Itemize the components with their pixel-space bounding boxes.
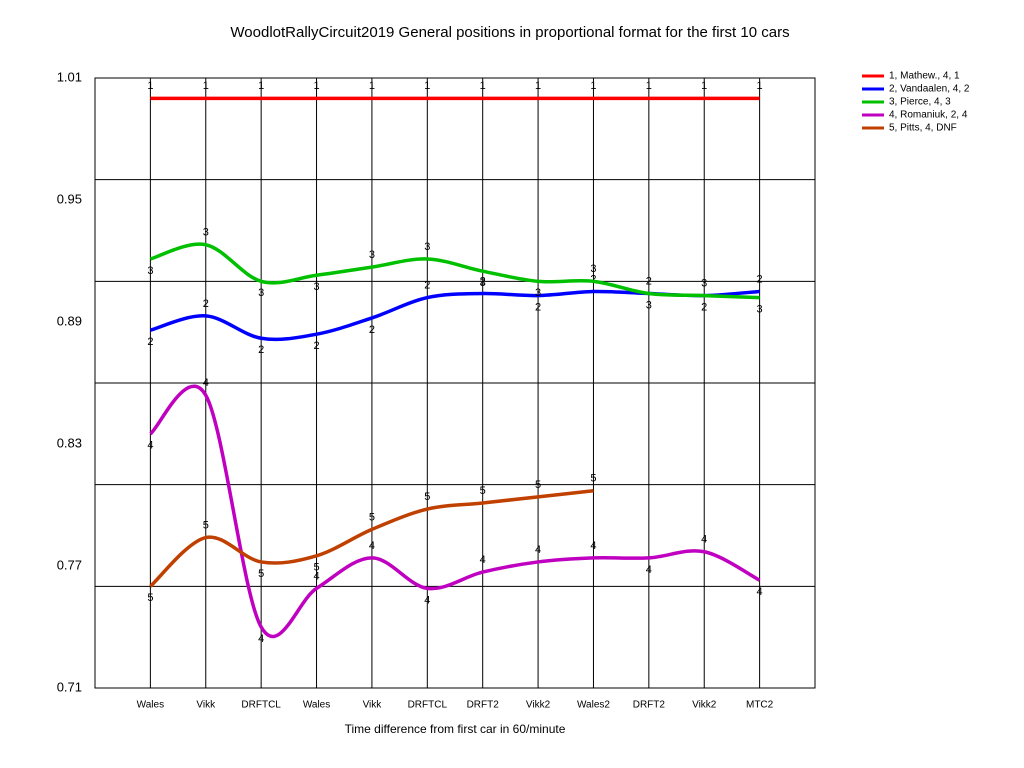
point-label: 3 (701, 277, 707, 289)
point-label: 1 (424, 80, 430, 92)
point-label: 4 (480, 554, 486, 566)
series-line (149, 289, 760, 342)
point-label: 3 (147, 265, 153, 277)
y-tick-label: 0.89 (57, 313, 82, 328)
point-label: 1 (258, 80, 264, 92)
point-label: 3 (369, 249, 375, 261)
point-label: 4 (646, 564, 652, 576)
point-label: 2 (369, 324, 375, 336)
point-label: 2 (480, 275, 486, 287)
point-label: 2 (646, 275, 652, 287)
point-label: 3 (424, 241, 430, 253)
point-label: 4 (203, 377, 209, 389)
point-label: 1 (701, 80, 707, 92)
x-tick-label: DRFT2 (467, 700, 500, 711)
y-tick-label: 0.83 (57, 435, 82, 450)
point-label: 5 (313, 562, 319, 574)
x-tick-label: DRFTCL (408, 700, 448, 711)
point-label: 5 (424, 491, 430, 503)
point-label: 3 (203, 227, 209, 239)
point-label: 2 (424, 280, 430, 292)
point-label: 5 (369, 511, 375, 523)
point-label: 3 (480, 277, 486, 289)
x-tick-label: MTC2 (746, 700, 774, 711)
point-label: 1 (480, 80, 486, 92)
point-label: 3 (535, 287, 541, 299)
point-label: 2 (701, 301, 707, 313)
series-line (149, 489, 594, 588)
series-line (149, 384, 761, 639)
point-label: 4 (590, 540, 596, 552)
point-label: 2 (313, 340, 319, 352)
point-label: 1 (147, 80, 153, 92)
point-label: 4 (757, 586, 763, 598)
y-tick-label: 0.95 (57, 191, 82, 206)
y-tick-label: 0.77 (57, 557, 82, 572)
legend-label: 2, Vandaalen, 4, 2 (889, 84, 970, 95)
point-label: 2 (535, 301, 541, 313)
point-label: 1 (313, 80, 319, 92)
point-label: 3 (590, 263, 596, 275)
x-tick-label: Vikk (196, 700, 216, 711)
series-line (149, 242, 760, 300)
point-label: 2 (203, 298, 209, 310)
x-tick-label: Wales2 (577, 700, 610, 711)
x-tick-label: Vikk2 (526, 700, 551, 711)
point-label: 5 (258, 568, 264, 580)
x-tick-label: DRFT2 (633, 700, 666, 711)
point-label: 5 (535, 479, 541, 491)
point-label: 4 (369, 540, 375, 552)
x-tick-label: Vikk2 (692, 700, 717, 711)
point-label: 4 (147, 440, 153, 452)
x-tick-label: Wales (137, 700, 164, 711)
point-label: 3 (258, 287, 264, 299)
point-label: 1 (203, 80, 209, 92)
point-label: 2 (590, 273, 596, 285)
point-label: 5 (147, 592, 153, 604)
point-label: 5 (590, 473, 596, 485)
point-label: 5 (480, 485, 486, 497)
point-label: 3 (646, 299, 652, 311)
point-label: 4 (701, 534, 707, 546)
point-label: 1 (590, 80, 596, 92)
point-label: 4 (313, 570, 319, 582)
point-label: 2 (757, 273, 763, 285)
legend-label: 1, Mathew., 4, 1 (889, 71, 960, 82)
x-tick-label: DRFTCL (241, 700, 281, 711)
point-label: 2 (147, 336, 153, 348)
legend-label: 3, Pierce, 4, 3 (889, 97, 951, 108)
point-label: 5 (203, 519, 209, 531)
point-label: 3 (313, 281, 319, 293)
point-label: 4 (424, 594, 430, 606)
y-tick-label: 1.01 (57, 69, 82, 84)
point-label: 4 (535, 544, 541, 556)
chart-title: WoodlotRallyCircuit2019 General position… (230, 24, 789, 41)
point-label: 1 (369, 80, 375, 92)
point-label: 4 (258, 633, 264, 645)
legend-label: 4, Romaniuk, 2, 4 (889, 110, 968, 121)
point-label: 1 (646, 80, 652, 92)
y-tick-label: 0.71 (57, 679, 82, 694)
point-label: 2 (258, 344, 264, 356)
x-axis-label: Time difference from first car in 60/min… (345, 722, 566, 736)
x-tick-label: Vikk (363, 700, 383, 711)
point-label: 1 (757, 80, 763, 92)
point-label: 1 (535, 80, 541, 92)
legend-label: 5, Pitts, 4, DNF (889, 123, 957, 134)
x-tick-label: Wales (303, 700, 330, 711)
point-label: 3 (757, 304, 763, 316)
